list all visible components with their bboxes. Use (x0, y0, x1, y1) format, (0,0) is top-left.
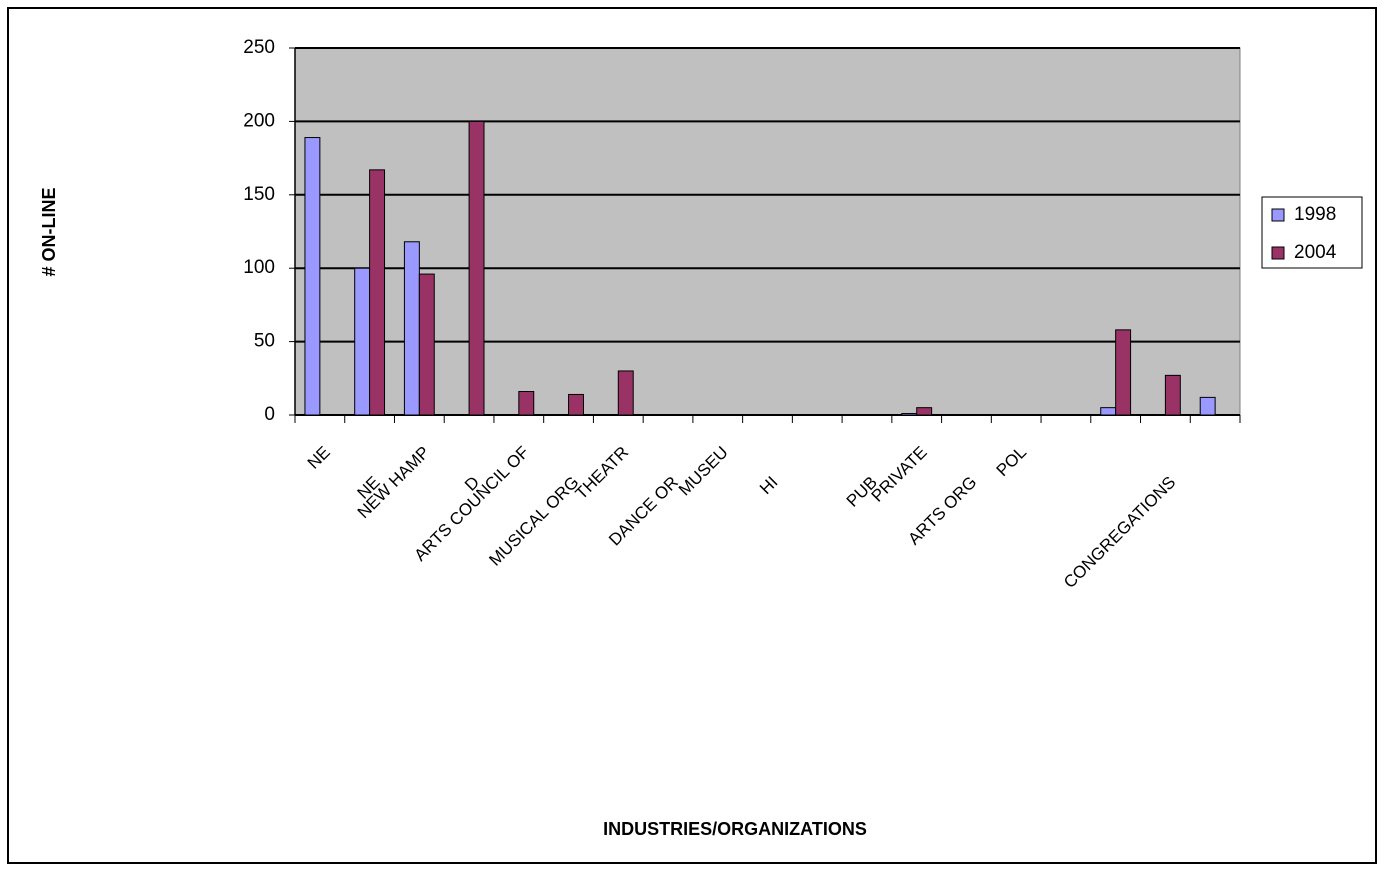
bar (304, 137, 321, 416)
bar (468, 120, 485, 416)
y-tick-label: 0 (264, 404, 275, 425)
bar (354, 267, 371, 416)
plot-area (294, 47, 1241, 416)
y-tick-label: 100 (243, 257, 275, 278)
bar (418, 273, 435, 416)
bar (1199, 396, 1216, 416)
bar (518, 391, 535, 416)
bar (403, 241, 420, 416)
bar (916, 407, 933, 416)
y-tick-label: 250 (243, 37, 275, 58)
bar (568, 393, 584, 416)
y-axis-title: # ON-LINE (39, 187, 59, 276)
bar (1100, 407, 1117, 416)
bar (901, 413, 918, 416)
legend-swatch (1271, 246, 1285, 260)
legend-label: 2004 (1294, 242, 1337, 263)
y-tick-label: 50 (254, 331, 275, 352)
legend-swatch (1271, 208, 1285, 222)
y-tick-label: 200 (243, 110, 275, 131)
bar (369, 169, 386, 416)
legend-label: 1998 (1294, 204, 1336, 225)
y-tick-label: 150 (243, 184, 275, 205)
bar (1115, 329, 1132, 416)
x-axis-title: INDUSTRIES/ORGANIZATIONS (603, 819, 867, 839)
bar (617, 370, 634, 416)
bar (1164, 374, 1181, 416)
